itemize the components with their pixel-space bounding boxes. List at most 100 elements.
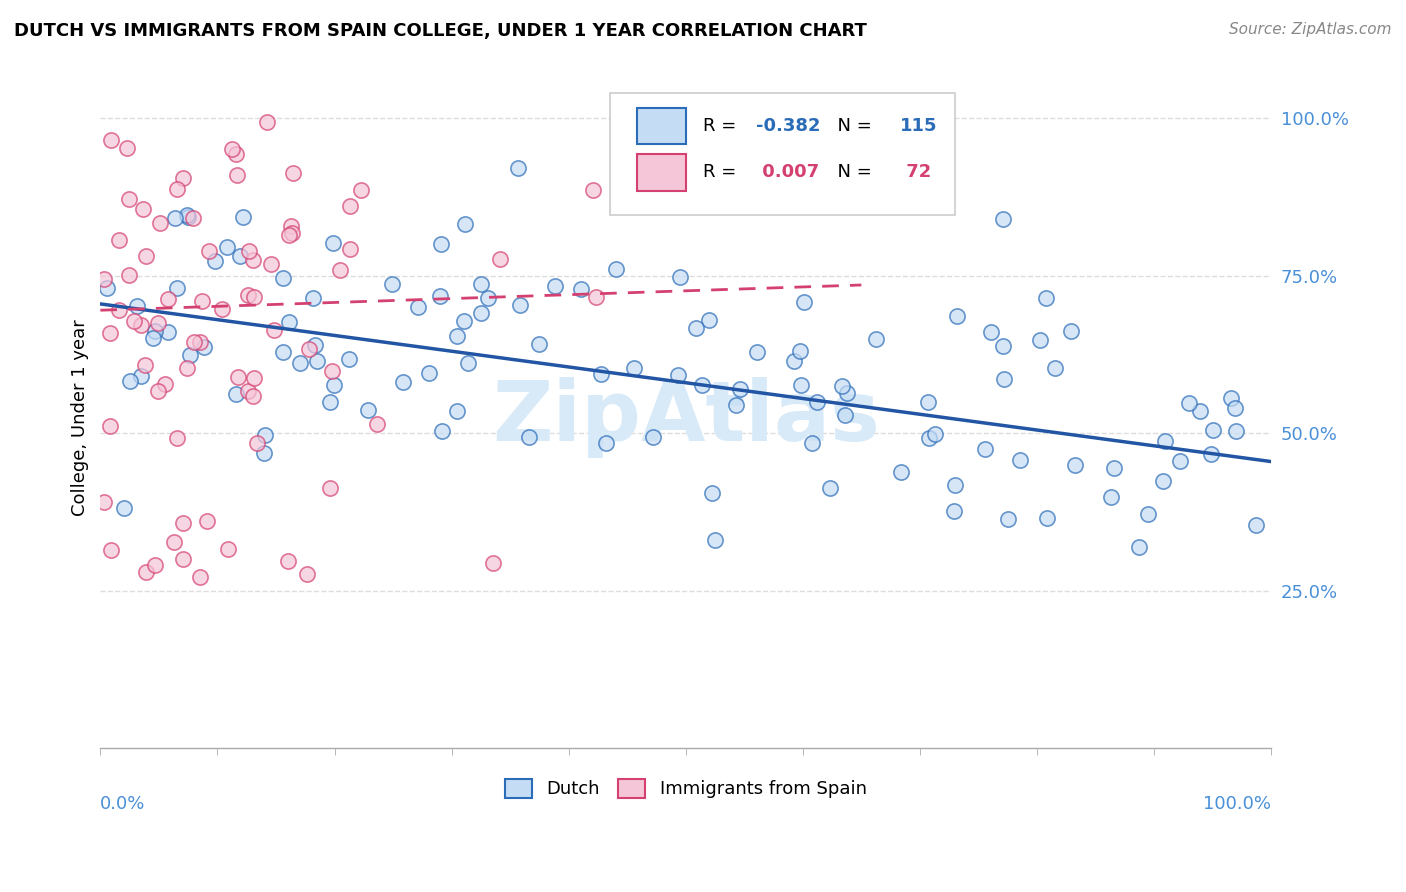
Point bbox=[127, 299, 149, 313]
Point bbox=[183, 211, 205, 226]
Point bbox=[392, 375, 415, 389]
Text: R =: R = bbox=[703, 163, 742, 181]
Point bbox=[1099, 490, 1122, 504]
FancyBboxPatch shape bbox=[610, 93, 955, 216]
Text: Source: ZipAtlas.com: Source: ZipAtlas.com bbox=[1229, 22, 1392, 37]
Point bbox=[339, 242, 361, 256]
Point bbox=[457, 356, 479, 370]
Point bbox=[1036, 511, 1059, 525]
Point bbox=[918, 431, 941, 445]
Point bbox=[724, 398, 747, 412]
Point bbox=[322, 236, 344, 251]
Point bbox=[517, 430, 540, 444]
Point bbox=[298, 343, 321, 357]
Point bbox=[993, 372, 1015, 386]
Point bbox=[1059, 324, 1081, 338]
Point bbox=[245, 436, 267, 450]
Point bbox=[232, 210, 254, 224]
Point bbox=[605, 261, 627, 276]
Point bbox=[1225, 424, 1247, 438]
Point bbox=[1152, 474, 1174, 488]
Point bbox=[242, 253, 264, 268]
Point bbox=[256, 114, 278, 128]
Point bbox=[198, 244, 221, 258]
Point bbox=[124, 314, 146, 328]
Point bbox=[117, 268, 139, 282]
Point bbox=[1064, 458, 1087, 472]
Point bbox=[1043, 361, 1066, 376]
Point bbox=[643, 430, 665, 444]
Point bbox=[304, 338, 326, 352]
Point bbox=[225, 387, 247, 401]
Point bbox=[865, 331, 887, 345]
Point bbox=[831, 379, 853, 393]
Point bbox=[114, 501, 136, 516]
Point bbox=[153, 377, 176, 392]
Point bbox=[107, 233, 129, 247]
Point bbox=[172, 170, 194, 185]
Point bbox=[432, 424, 454, 438]
Point bbox=[191, 293, 214, 308]
Point bbox=[924, 427, 946, 442]
Point bbox=[135, 565, 157, 579]
Point bbox=[134, 359, 156, 373]
Legend: Dutch, Immigrants from Spain: Dutch, Immigrants from Spain bbox=[498, 772, 873, 805]
Point bbox=[238, 384, 260, 399]
Point bbox=[143, 558, 166, 572]
Point bbox=[204, 253, 226, 268]
Point bbox=[429, 289, 451, 303]
Point bbox=[357, 403, 380, 417]
Point bbox=[100, 543, 122, 558]
Point bbox=[163, 211, 186, 225]
Point bbox=[453, 314, 475, 328]
Point bbox=[339, 199, 361, 213]
Point bbox=[418, 366, 440, 380]
Point bbox=[668, 368, 690, 382]
Point bbox=[793, 295, 815, 310]
Point bbox=[890, 466, 912, 480]
Point bbox=[569, 283, 592, 297]
Point bbox=[193, 340, 215, 354]
Point bbox=[242, 371, 264, 385]
FancyBboxPatch shape bbox=[637, 108, 686, 145]
Point bbox=[295, 566, 318, 581]
Point bbox=[305, 353, 328, 368]
Point bbox=[211, 301, 233, 316]
Point bbox=[818, 481, 841, 495]
Point bbox=[319, 394, 342, 409]
Point bbox=[997, 511, 1019, 525]
Point bbox=[477, 291, 499, 305]
Text: ZipAtlas: ZipAtlas bbox=[492, 377, 880, 458]
Point bbox=[692, 377, 714, 392]
Point bbox=[946, 309, 969, 323]
Point bbox=[172, 516, 194, 530]
Point bbox=[1219, 391, 1241, 405]
Point bbox=[783, 354, 806, 368]
Point bbox=[623, 361, 645, 376]
Point bbox=[446, 403, 468, 417]
Point bbox=[142, 331, 165, 345]
Point bbox=[226, 168, 249, 182]
Point bbox=[277, 554, 299, 568]
Point bbox=[730, 383, 752, 397]
Point bbox=[188, 570, 211, 584]
Point bbox=[446, 328, 468, 343]
Point bbox=[242, 389, 264, 403]
Point bbox=[585, 290, 607, 304]
Point bbox=[991, 211, 1014, 226]
Point bbox=[243, 289, 266, 303]
Point bbox=[697, 313, 720, 327]
Point bbox=[1136, 507, 1159, 521]
Y-axis label: College, Under 1 year: College, Under 1 year bbox=[72, 319, 89, 516]
Point bbox=[172, 552, 194, 566]
Point bbox=[350, 182, 373, 196]
Point bbox=[834, 408, 856, 422]
Point bbox=[942, 504, 965, 518]
Point bbox=[260, 257, 283, 271]
FancyBboxPatch shape bbox=[637, 154, 686, 191]
Point bbox=[166, 182, 188, 196]
Point bbox=[323, 378, 346, 392]
Point bbox=[221, 142, 243, 156]
Point bbox=[917, 395, 939, 409]
Point bbox=[1128, 541, 1150, 555]
